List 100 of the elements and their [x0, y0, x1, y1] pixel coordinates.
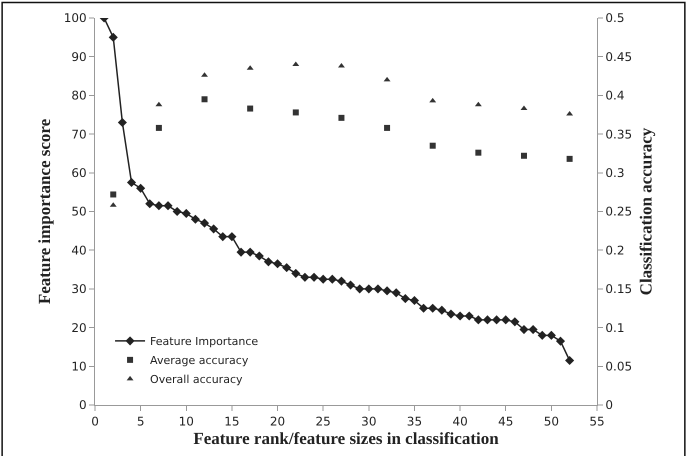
y2-tick-label: 0.5: [605, 11, 624, 26]
point: [475, 150, 482, 156]
y-tick-label: 40: [71, 243, 87, 258]
x-tick-label: 20: [270, 414, 286, 428]
legend-label: Overall accuracy: [150, 373, 243, 386]
point: [392, 288, 401, 298]
point: [373, 284, 382, 294]
x-tick-label: 35: [406, 414, 422, 428]
point: [300, 272, 310, 282]
y-tick-label: 30: [71, 282, 87, 296]
point: [145, 199, 154, 208]
x-tick-label: 50: [544, 414, 559, 428]
point: [464, 311, 474, 321]
point: [209, 224, 218, 234]
point: [201, 72, 208, 77]
point: [163, 201, 173, 210]
point: [126, 178, 136, 188]
point: [510, 317, 520, 326]
y2-tick-label: 0.4: [605, 88, 624, 103]
legend-label: Feature Importance: [150, 335, 258, 348]
y2-tick-label: 0.1: [605, 320, 624, 335]
point: [428, 304, 438, 313]
y-tick-label: 50: [71, 204, 87, 219]
point: [520, 152, 527, 159]
x-tick-label: 10: [178, 414, 194, 428]
point: [546, 330, 556, 340]
y2-tick-label: 0.05: [605, 360, 632, 374]
point: [264, 257, 273, 266]
x-tick-label: 5: [136, 414, 144, 428]
point: [364, 284, 374, 294]
y2-axis-title: Classification accuracy: [636, 127, 656, 296]
point: [384, 124, 390, 131]
point: [437, 306, 446, 315]
point: [136, 184, 146, 193]
point: [419, 304, 428, 313]
y-tick-label: 10: [71, 360, 87, 374]
point: [236, 248, 246, 257]
point: [410, 296, 419, 306]
point: [190, 214, 200, 224]
point: [482, 315, 492, 324]
point: [110, 191, 116, 198]
point: [520, 106, 528, 110]
point: [310, 272, 319, 282]
point: [202, 96, 208, 102]
y-tick-label: 70: [71, 127, 87, 142]
y2-tick-label: 0.2: [605, 243, 624, 258]
y2-tick-label: 0: [605, 398, 614, 412]
point: [519, 324, 529, 334]
point: [200, 218, 210, 228]
point: [336, 276, 346, 286]
point: [254, 251, 264, 261]
x-tick-label: 40: [452, 414, 468, 428]
point: [227, 232, 236, 242]
point: [291, 268, 300, 278]
point: [346, 280, 356, 290]
x-tick-label: 55: [589, 414, 605, 428]
point: [172, 206, 182, 216]
point: [108, 32, 118, 42]
y2-tick-label: 0.45: [605, 50, 632, 64]
point: [501, 315, 510, 324]
x-tick-label: 25: [316, 414, 331, 428]
point: [382, 286, 392, 296]
y2-tick-label: 0.3: [605, 166, 624, 180]
point: [118, 118, 127, 128]
point: [273, 259, 282, 268]
y-tick-label: 80: [71, 88, 87, 103]
point: [446, 310, 456, 319]
point: [538, 330, 547, 340]
x-tick-label: 30: [361, 414, 376, 428]
y2-tick-label: 0.35: [605, 127, 632, 142]
y-tick-label: 90: [71, 50, 87, 64]
y-axis-title: Feature importance score: [35, 118, 54, 304]
point: [338, 114, 344, 121]
point: [328, 274, 337, 284]
point: [182, 208, 191, 218]
y-tick-label: 60: [71, 166, 87, 180]
point: [474, 315, 483, 324]
y-tick-label: 100: [64, 11, 87, 26]
y2-tick-label: 0.25: [605, 204, 632, 219]
point: [430, 142, 436, 149]
x-axis-title: Feature rank/feature sizes in classification: [193, 428, 500, 448]
point: [492, 315, 502, 324]
point: [556, 336, 566, 346]
point: [565, 356, 574, 366]
point: [528, 324, 538, 334]
x-tick-label: 0: [91, 414, 99, 428]
y2-tick-label: 0.15: [605, 282, 632, 296]
point: [318, 274, 328, 284]
point: [292, 109, 299, 116]
point: [154, 201, 164, 210]
x-tick-label: 45: [498, 414, 514, 428]
point: [246, 248, 255, 257]
point: [282, 263, 292, 272]
point: [566, 156, 573, 162]
point: [218, 232, 228, 242]
y-tick-label: 0: [78, 398, 87, 412]
point: [247, 106, 254, 112]
point: [400, 294, 410, 304]
y-tick-label: 20: [71, 320, 87, 335]
point: [355, 284, 364, 294]
